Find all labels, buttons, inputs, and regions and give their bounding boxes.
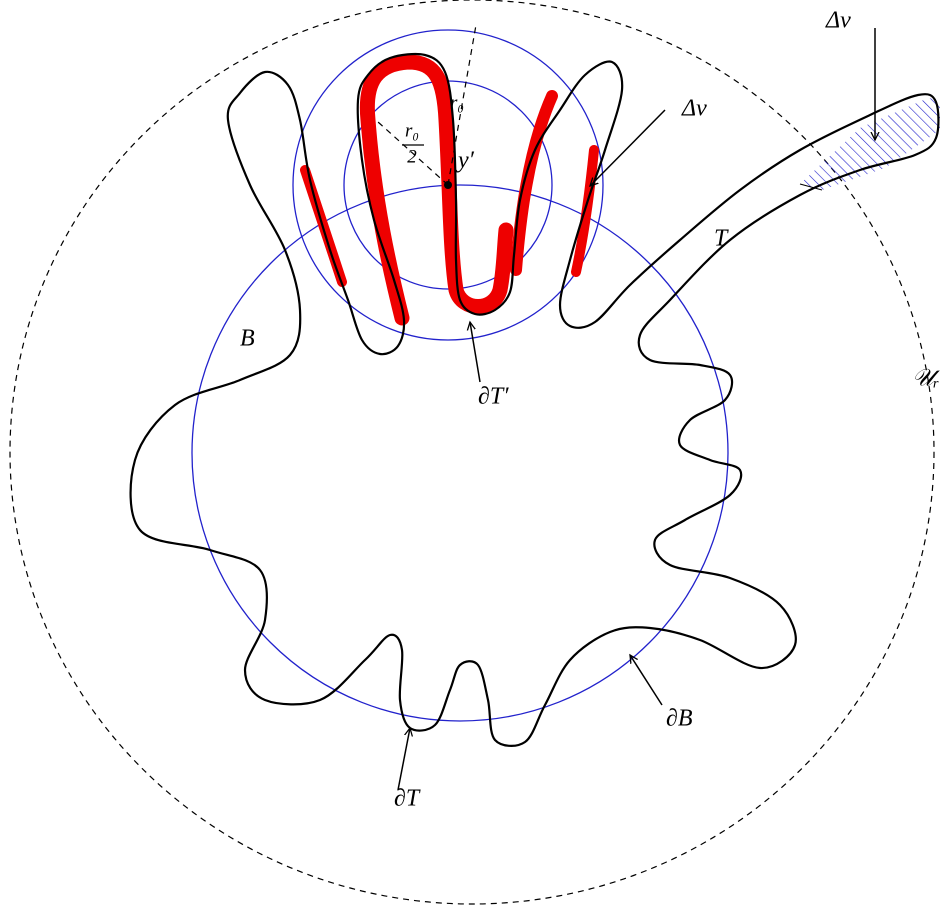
label-b: B: [240, 326, 255, 352]
label-delta-v-mid: Δv: [681, 96, 707, 122]
label-boundary-b: ∂B: [666, 706, 693, 732]
label-u-r: 𝒰ᵣ: [912, 366, 940, 392]
arrow-boundary-t: [397, 728, 410, 791]
label-y-prime: y′: [456, 148, 475, 174]
region-u-r: [9, 0, 935, 905]
ball-b: [191, 184, 729, 722]
label-r0-half-numerator: r₀: [405, 120, 419, 141]
arrow-boundary-t-prime: [470, 322, 481, 383]
label-delta-v-top: Δv: [825, 8, 851, 34]
hatch-edge: [799, 183, 823, 191]
red-strip-right: [510, 90, 558, 276]
red-strip-u: [359, 54, 514, 326]
arrow-boundary-b: [630, 655, 663, 706]
radius-r0-half: [377, 121, 449, 186]
arrow-delta-v-mid: [590, 109, 666, 186]
ball-r0: [292, 29, 604, 341]
label-boundary-t-prime: ∂T′: [478, 384, 509, 410]
domain-outline: [129, 52, 940, 747]
label-r0-half-denominator: 2: [407, 146, 417, 167]
radius-r0: [447, 24, 477, 186]
red-strip-far-right: [571, 145, 599, 277]
label-r0: r₀: [450, 92, 464, 113]
point-y-prime: [444, 181, 452, 189]
label-boundary-t: ∂T: [394, 786, 421, 812]
label-t: T: [714, 226, 729, 252]
hatched-region: [800, 98, 940, 190]
